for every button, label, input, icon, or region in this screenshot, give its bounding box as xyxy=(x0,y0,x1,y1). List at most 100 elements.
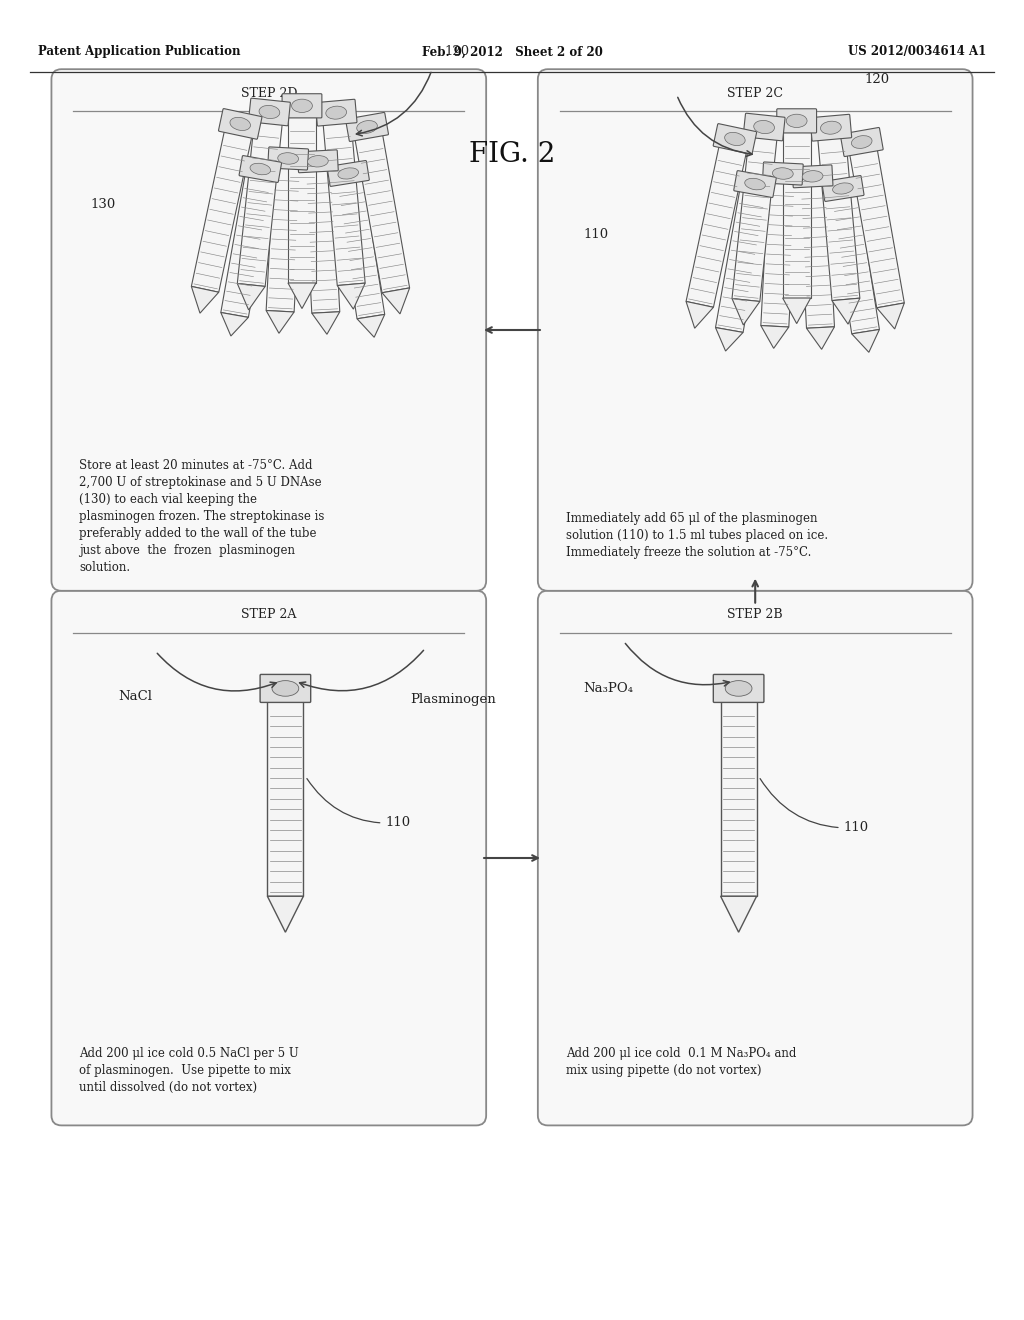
Polygon shape xyxy=(266,310,294,333)
Text: STEP 2A: STEP 2A xyxy=(241,609,297,622)
FancyBboxPatch shape xyxy=(793,165,833,187)
Ellipse shape xyxy=(744,178,765,190)
Polygon shape xyxy=(288,282,316,309)
Text: NaCl: NaCl xyxy=(119,690,153,702)
FancyBboxPatch shape xyxy=(822,176,864,202)
Ellipse shape xyxy=(278,153,299,164)
FancyBboxPatch shape xyxy=(249,98,291,125)
FancyBboxPatch shape xyxy=(324,123,366,285)
FancyBboxPatch shape xyxy=(267,701,303,896)
Text: 130: 130 xyxy=(91,198,116,211)
FancyBboxPatch shape xyxy=(538,69,973,591)
Polygon shape xyxy=(267,896,303,932)
FancyBboxPatch shape xyxy=(304,170,340,313)
Ellipse shape xyxy=(772,168,794,180)
FancyBboxPatch shape xyxy=(734,170,776,198)
Text: 110: 110 xyxy=(307,779,411,829)
Text: Add 200 μl ice cold 0.5 NaCl per 5 U: Add 200 μl ice cold 0.5 NaCl per 5 U xyxy=(80,1047,299,1060)
Ellipse shape xyxy=(338,168,358,180)
Ellipse shape xyxy=(292,99,312,112)
Ellipse shape xyxy=(230,117,251,131)
Text: (130) to each vial keeping the: (130) to each vial keeping the xyxy=(80,494,257,507)
Text: solution.: solution. xyxy=(80,561,131,574)
Polygon shape xyxy=(382,288,410,314)
FancyBboxPatch shape xyxy=(743,114,785,141)
FancyBboxPatch shape xyxy=(266,168,302,312)
Ellipse shape xyxy=(754,120,774,133)
FancyBboxPatch shape xyxy=(810,115,852,141)
Text: Feb. 9, 2012   Sheet 2 of 20: Feb. 9, 2012 Sheet 2 of 20 xyxy=(422,45,602,58)
FancyBboxPatch shape xyxy=(346,112,388,141)
Text: solution (110) to 1.5 ml tubes placed on ice.: solution (110) to 1.5 ml tubes placed on… xyxy=(566,529,828,543)
Text: FIG. 2: FIG. 2 xyxy=(469,141,555,169)
FancyBboxPatch shape xyxy=(538,590,973,1126)
Text: STEP 2C: STEP 2C xyxy=(727,87,783,100)
Polygon shape xyxy=(782,298,811,323)
Text: STEP 2B: STEP 2B xyxy=(727,609,783,622)
Polygon shape xyxy=(312,312,340,334)
FancyBboxPatch shape xyxy=(239,156,282,182)
FancyBboxPatch shape xyxy=(713,124,757,154)
Ellipse shape xyxy=(802,170,823,182)
Polygon shape xyxy=(732,298,760,325)
FancyBboxPatch shape xyxy=(799,185,835,329)
FancyBboxPatch shape xyxy=(782,132,811,298)
Text: Add 200 μl ice cold  0.1 M Na₃PO₄ and: Add 200 μl ice cold 0.1 M Na₃PO₄ and xyxy=(566,1047,797,1060)
Ellipse shape xyxy=(851,136,872,148)
Ellipse shape xyxy=(272,681,299,696)
Text: Plasminogen: Plasminogen xyxy=(411,693,497,706)
FancyBboxPatch shape xyxy=(830,195,880,334)
Text: mix using pipette (do not vortex): mix using pipette (do not vortex) xyxy=(566,1064,761,1077)
Text: 2,700 U of streptokinase and 5 U DNAse: 2,700 U of streptokinase and 5 U DNAse xyxy=(80,477,323,490)
Polygon shape xyxy=(191,286,219,313)
FancyBboxPatch shape xyxy=(282,94,322,117)
FancyBboxPatch shape xyxy=(218,108,262,139)
Text: Immediately freeze the solution at -75°C.: Immediately freeze the solution at -75°C… xyxy=(566,546,811,560)
FancyBboxPatch shape xyxy=(298,150,338,173)
FancyBboxPatch shape xyxy=(732,136,777,301)
FancyBboxPatch shape xyxy=(288,117,316,282)
Ellipse shape xyxy=(250,164,270,174)
Text: of plasminogen.  Use pipette to mix: of plasminogen. Use pipette to mix xyxy=(80,1064,291,1077)
Polygon shape xyxy=(238,284,265,310)
FancyBboxPatch shape xyxy=(714,675,764,702)
Ellipse shape xyxy=(725,681,752,696)
Ellipse shape xyxy=(820,121,842,135)
Ellipse shape xyxy=(326,106,346,119)
FancyBboxPatch shape xyxy=(841,128,883,157)
FancyBboxPatch shape xyxy=(51,590,486,1126)
Text: Store at least 20 minutes at -75°C. Add: Store at least 20 minutes at -75°C. Add xyxy=(80,459,313,473)
Text: 120: 120 xyxy=(864,73,889,86)
FancyBboxPatch shape xyxy=(238,121,283,286)
Polygon shape xyxy=(807,327,835,350)
FancyBboxPatch shape xyxy=(327,161,370,186)
Polygon shape xyxy=(852,330,880,352)
Polygon shape xyxy=(716,327,743,351)
Text: Immediately add 65 μl of the plasminogen: Immediately add 65 μl of the plasminogen xyxy=(566,512,817,525)
FancyBboxPatch shape xyxy=(191,132,252,292)
Polygon shape xyxy=(721,896,757,932)
Text: US 2012/0034614 A1: US 2012/0034614 A1 xyxy=(848,45,986,58)
Polygon shape xyxy=(761,326,788,348)
FancyBboxPatch shape xyxy=(761,182,797,327)
FancyBboxPatch shape xyxy=(221,176,272,317)
Polygon shape xyxy=(221,313,249,337)
Ellipse shape xyxy=(725,132,745,145)
Ellipse shape xyxy=(356,120,377,133)
FancyBboxPatch shape xyxy=(315,99,357,125)
FancyBboxPatch shape xyxy=(267,147,308,170)
FancyBboxPatch shape xyxy=(818,137,860,301)
Text: Na₃PO₄: Na₃PO₄ xyxy=(584,681,634,694)
Text: just above  the  frozen  plasminogen: just above the frozen plasminogen xyxy=(80,544,296,557)
FancyBboxPatch shape xyxy=(51,69,486,591)
Ellipse shape xyxy=(833,183,853,194)
Polygon shape xyxy=(686,301,714,329)
Ellipse shape xyxy=(259,106,280,119)
Ellipse shape xyxy=(307,156,329,168)
Polygon shape xyxy=(357,314,385,338)
Text: 110: 110 xyxy=(760,779,868,834)
Text: until dissolved (do not vortex): until dissolved (do not vortex) xyxy=(80,1081,258,1094)
Polygon shape xyxy=(337,282,366,309)
Text: Patent Application Publication: Patent Application Publication xyxy=(38,45,241,58)
Ellipse shape xyxy=(786,115,807,128)
